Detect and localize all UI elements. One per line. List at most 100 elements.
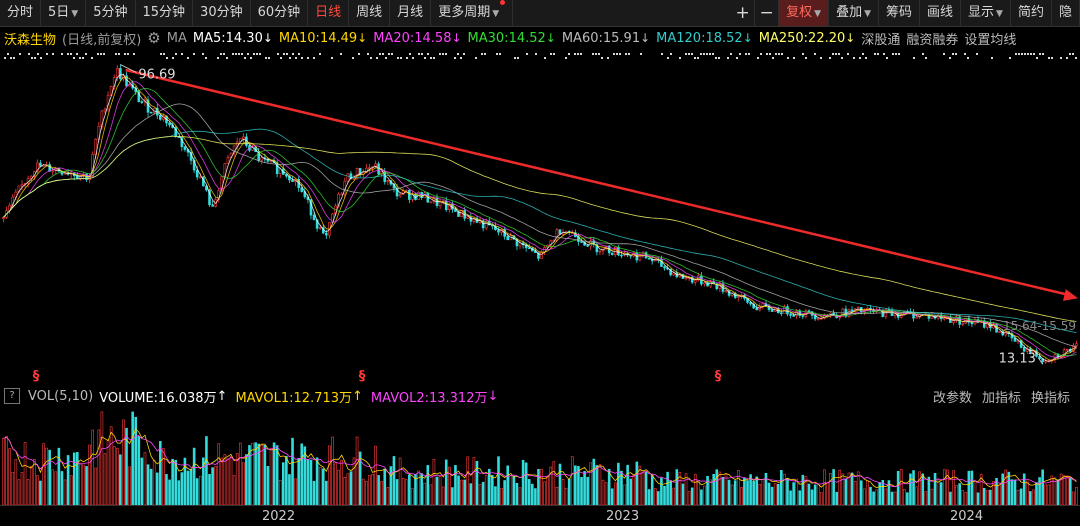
signal-dot: [865, 57, 867, 59]
volume-bar: [128, 466, 131, 505]
volume-bar: [294, 478, 297, 505]
volume-bar: [451, 487, 454, 505]
volume-bar: [746, 480, 749, 505]
low-pointer: [1038, 358, 1043, 365]
signal-dot: [805, 57, 807, 59]
signal-dot: [424, 57, 426, 59]
volume-bar: [220, 457, 224, 505]
signal-dot: [166, 57, 168, 59]
period-tab-5[interactable]: 60分钟: [251, 0, 309, 26]
gear-icon[interactable]: ⚙: [147, 29, 161, 47]
ma-value-2: MA20:14.58↓: [373, 30, 462, 46]
volume-bar: [88, 444, 91, 505]
volume-bar: [205, 436, 208, 505]
period-tab-7[interactable]: 周线: [349, 0, 391, 26]
tool-button-1[interactable]: 叠加 ▼: [829, 0, 879, 26]
signal-dot: [598, 53, 600, 55]
period-tab-0[interactable]: 分时: [0, 0, 42, 26]
high-price-label: 96.69: [138, 68, 175, 83]
volume-bar: [647, 489, 651, 505]
period-tab-2[interactable]: 5分钟: [86, 0, 136, 26]
volume-bar: [159, 441, 162, 505]
signal-dot: [820, 57, 822, 59]
volume-bar: [208, 473, 211, 505]
signal-dot: [730, 53, 732, 55]
volume-chart[interactable]: [0, 406, 1080, 505]
tool-button-2[interactable]: 筹码: [879, 0, 921, 26]
price-chart[interactable]: 96.69 13.13 15.64-15.59 § § §: [0, 62, 1080, 384]
candle-body: [736, 296, 740, 298]
signal-dot: [445, 53, 447, 55]
volume-bar: [718, 471, 722, 505]
volume-bar: [269, 448, 273, 505]
mavol1-line: [3, 428, 1077, 489]
link-margin[interactable]: 融资融券: [906, 32, 959, 48]
signal-dot: [964, 53, 966, 55]
volume-bar: [810, 489, 814, 505]
signal-dot: [514, 57, 516, 59]
volume-bar: [776, 484, 780, 505]
volume-bar: [26, 479, 30, 505]
link-ma-settings[interactable]: 设置均线: [964, 32, 1017, 48]
signal-dot: [535, 53, 537, 55]
period-tab-1[interactable]: 5日 ▼: [41, 0, 87, 26]
tool-button-4[interactable]: 显示 ▼: [961, 0, 1011, 26]
link-sz-connect[interactable]: 深股通: [861, 32, 901, 48]
volume-bar: [374, 445, 377, 505]
period-tab-3[interactable]: 15分钟: [136, 0, 194, 26]
signal-dot: [160, 53, 162, 55]
volume-bar: [371, 473, 374, 505]
event-marker-icon[interactable]: §: [715, 369, 722, 384]
signal-dot: [253, 53, 255, 55]
volume-bar: [577, 466, 580, 505]
tool-button-0[interactable]: 复权 ▼: [779, 0, 830, 26]
volume-bar: [1050, 475, 1054, 505]
period-tab-5-label: 60分钟: [257, 5, 301, 20]
edit-params-button[interactable]: 改参数: [932, 390, 972, 406]
volume-bar: [97, 429, 101, 505]
volume-bar: [740, 487, 743, 505]
volume-bar: [906, 492, 909, 505]
add-indicator-button[interactable]: 加指标: [981, 390, 1021, 406]
zoom-out-icon[interactable]: −: [755, 0, 780, 26]
help-icon[interactable]: ?: [4, 388, 20, 404]
signal-dot: [1015, 53, 1017, 55]
volume-bar: [177, 480, 181, 505]
signal-dot: [736, 57, 738, 59]
candle-body: [232, 145, 236, 154]
period-tab-4[interactable]: 30分钟: [193, 0, 251, 26]
volume-bar: [429, 484, 433, 505]
ma-prefix: MA: [166, 30, 187, 46]
volume-bar: [478, 484, 482, 505]
switch-indicator-button[interactable]: 换指标: [1030, 390, 1070, 406]
volume-bar: [134, 416, 138, 505]
tool-button-6[interactable]: 隐: [1052, 0, 1080, 26]
signal-dot: [223, 53, 225, 55]
period-tab-9[interactable]: 更多周期 ▼: [431, 0, 514, 26]
volume-bar: [337, 469, 340, 505]
signal-dot: [256, 53, 258, 55]
period-tab-6[interactable]: 日线: [308, 0, 350, 26]
tool-button-3[interactable]: 画线: [920, 0, 962, 26]
signal-dot: [259, 53, 261, 55]
volume-bar: [583, 471, 586, 505]
signal-dot: [61, 53, 63, 55]
signal-dot: [838, 53, 840, 55]
vol-value: VOLUME:16.038万: [99, 390, 217, 406]
volume-bar: [1041, 469, 1044, 505]
signal-dot: [787, 57, 789, 59]
candle-body: [749, 302, 752, 305]
zoom-in-icon[interactable]: +: [731, 0, 756, 26]
period-toolbar: 分时 5日 ▼ 5分钟 15分钟 30分钟 60分钟 日线 周线 月线 更多周期 ▼ + − 复权 ▼ 叠加 ▼ 筹…: [0, 0, 1080, 27]
stock-name[interactable]: 沃森生物: [4, 32, 57, 48]
volume-bar: [875, 489, 878, 505]
arrow-down-icon: ↓: [545, 30, 556, 45]
period-tab-8[interactable]: 月线: [390, 0, 432, 26]
volume-bar: [813, 484, 817, 505]
tool-button-5[interactable]: 简约: [1011, 0, 1052, 26]
signal-dot: [295, 57, 297, 59]
event-marker-icon[interactable]: §: [359, 369, 366, 384]
signal-dot: [691, 53, 693, 55]
event-marker-icon[interactable]: §: [33, 369, 40, 384]
signal-dot: [313, 57, 315, 59]
